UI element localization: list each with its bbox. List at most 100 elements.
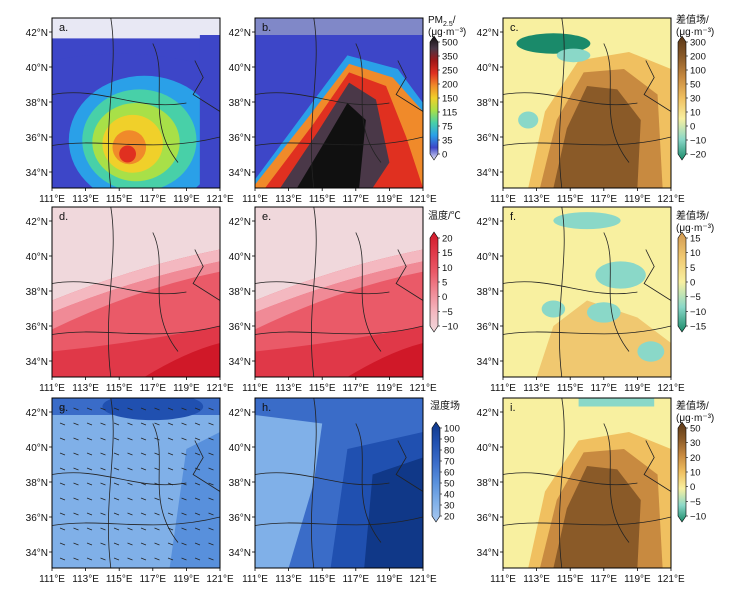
colorbar-tick-label: 0 [690,122,695,133]
y-tick-label: 34°N [477,548,499,559]
colorbar-tick-label: 30 [444,501,455,512]
panel-label: e. [262,211,271,223]
colorbar-title: 差值场/ [676,209,709,222]
x-tick-label: 119°E [624,574,651,585]
panel-frame [502,206,672,378]
y-tick-label: 34°N [229,168,251,179]
y-tick-label: 40°N [229,63,251,74]
x-tick-label: 111°E [242,194,268,205]
x-tick-label: 121°E [657,574,685,585]
panel-label: g. [59,402,68,414]
y-tick-label: 36°N [477,513,499,524]
colorbar-tick-label: 80 [444,446,455,457]
colorbar-tick-label: 75 [442,122,453,133]
colorbar-tick-label: 300 [690,38,706,49]
y-tick-label: 36°N [229,322,251,333]
x-tick-label: 119°E [376,383,403,394]
x-tick-label: 111°E [39,574,65,585]
colorbar-title: 差值场/ [676,399,709,412]
x-tick-label: 117°E [139,383,166,394]
y-tick-label: 42°N [229,408,251,419]
y-tick-label: 42°N [229,28,251,39]
colorbar-tick-label: 15 [442,248,453,259]
colorbar-tick-label: 10 [442,263,453,274]
colorbar-ramp [429,231,439,333]
colorbar-tick-label: −15 [690,322,706,333]
x-tick-label: 121°E [206,194,234,205]
x-tick-label: 113°E [72,574,99,585]
y-tick-label: 42°N [26,408,48,419]
colorbar-unit: (μg·m⁻³) [676,413,714,424]
panel-frame [502,17,672,189]
map-panel: b. 111°E 113°E 115°E 117°E 119°E 121°E 42°N 40°N… [229,17,437,205]
y-tick-label: 40°N [26,252,48,263]
colorbar-unit: (μg·m⁻³) [676,27,714,38]
x-tick-label: 119°E [173,574,200,585]
x-tick-label: 119°E [376,194,403,205]
x-tick-label: 111°E [242,574,268,585]
y-tick-label: 36°N [229,133,251,144]
x-tick-label: 117°E [139,194,166,205]
y-tick-label: 34°N [26,548,48,559]
colorbar-title: 差值场/ [676,13,709,26]
colorbar-tick-label: 350 [442,52,458,63]
colorbar-title: 温度/℃ [428,209,461,222]
y-tick-label: 34°N [229,548,251,559]
x-tick-label: 115°E [106,574,133,585]
colorbar-tick-label: −5 [690,292,701,303]
x-tick-label: 115°E [557,383,584,394]
panel-label: f. [510,211,516,223]
panel-label: a. [59,22,68,34]
x-tick-label: 121°E [206,383,234,394]
colorbars: PM2.5/(μg·m⁻³)50035025020015011575350差值场… [428,13,714,523]
x-tick-label: 113°E [523,194,550,205]
x-tick-label: 121°E [206,574,234,585]
x-tick-label: 115°E [557,574,584,585]
x-tick-label: 113°E [275,574,302,585]
colorbar-tick-label: 5 [690,263,695,274]
x-tick-label: 113°E [523,383,550,394]
map-panel: i. 111°E 113°E 115°E 117°E 119°E 121°E 42°N 40°N… [477,397,685,585]
y-tick-label: 40°N [477,252,499,263]
y-tick-label: 38°N [229,98,251,109]
panel-frame [51,17,221,189]
colorbar-title-subscript: 2.5 [443,21,453,28]
colorbar-tick-label: 90 [444,435,455,446]
map-panels: a. 111°E 113°E 115°E 117°E 119°E 121°E 42°N 40°N… [26,17,685,585]
x-tick-label: 111°E [490,574,516,585]
colorbar: 温度/℃ 20 15 10 5 0 −5 −10 [428,209,461,333]
colorbar-tick-label: 0 [690,482,695,493]
y-tick-label: 38°N [477,98,499,109]
x-tick-label: 111°E [39,194,65,205]
colorbar-tick-label: 500 [442,38,458,49]
colorbar-tick-label: 20 [442,234,453,245]
panel-frame [502,397,672,569]
x-tick-label: 111°E [39,383,65,394]
y-tick-label: 34°N [229,357,251,368]
colorbar-ramp [677,231,687,333]
panel-label: c. [510,22,519,34]
y-tick-label: 38°N [477,287,499,298]
y-tick-label: 34°N [26,168,48,179]
panel-frame [254,397,424,569]
colorbar-tick-label: −10 [442,322,458,333]
x-tick-label: 117°E [342,383,369,394]
y-tick-label: 34°N [26,357,48,368]
x-tick-label: 119°E [173,194,200,205]
y-tick-label: 38°N [229,478,251,489]
map-panel: a. 111°E 113°E 115°E 117°E 119°E 121°E 42°N 40°N… [26,17,234,205]
colorbar-tick-label: −10 [690,307,706,318]
y-tick-label: 42°N [26,217,48,228]
colorbar-tick-label: 70 [444,457,455,468]
panel-frame [51,206,221,378]
x-tick-label: 121°E [409,194,437,205]
y-tick-label: 36°N [26,322,48,333]
colorbar-tick-label: −10 [690,512,706,523]
colorbar-title: 湿度场 [430,399,460,412]
colorbar-tick-label: −5 [690,497,701,508]
colorbar: 差值场/(μg·m⁻³)50 30 20 10 0 −5 −10 [676,399,714,523]
colorbar-tick-label: 200 [690,52,706,63]
colorbar: 差值场/(μg·m⁻³)15 10 5 0 −5 −10 −15 [676,209,714,333]
y-tick-label: 40°N [229,443,251,454]
